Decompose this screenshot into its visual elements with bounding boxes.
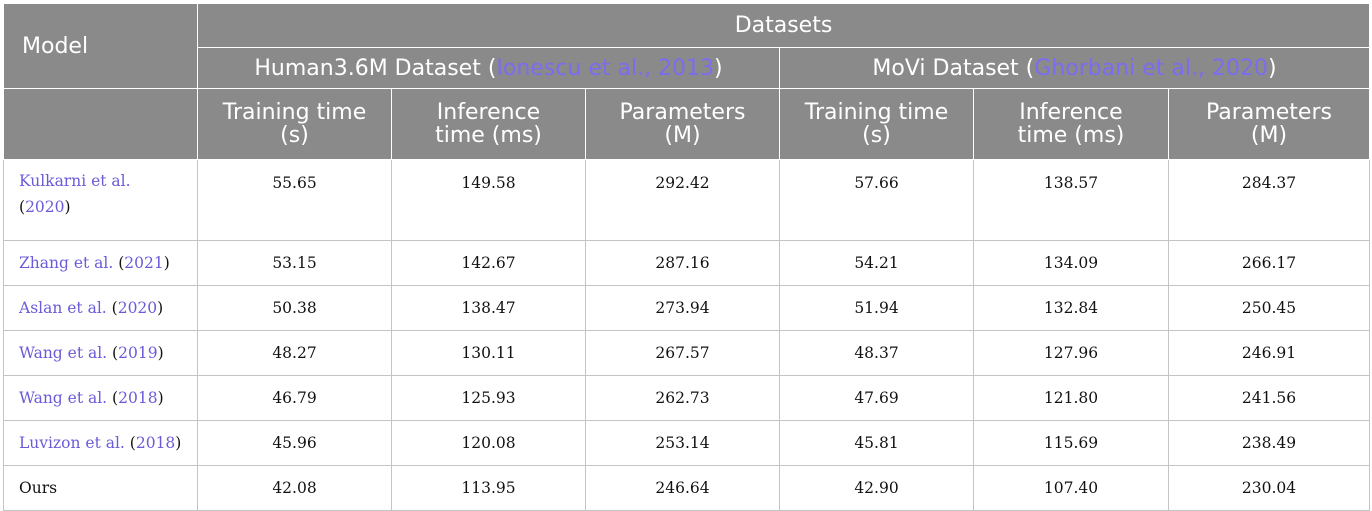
citation-author-link[interactable]: Luvizon et al. — [19, 434, 125, 452]
value-cell: 45.96 — [197, 420, 392, 466]
citation-year-link[interactable]: 2020 — [25, 198, 65, 216]
dataset-name: Human3.6M Dataset — [254, 55, 481, 81]
value-cell: 115.69 — [973, 420, 1169, 466]
model-cell: Ours — [3, 465, 198, 511]
value-cell: 142.67 — [391, 240, 586, 286]
model-header-spacer — [3, 88, 198, 160]
value-cell: 292.42 — [585, 159, 780, 241]
value-cell: 130.11 — [391, 330, 586, 376]
metric-header: Inference time (ms) — [391, 88, 586, 160]
table-row: Wang et al. (2018) 46.79 125.93 262.73 4… — [3, 375, 1370, 421]
value-cell: 55.65 — [197, 159, 392, 241]
dataset-name: MoVi Dataset — [872, 55, 1019, 81]
metric-header: Parameters (M) — [585, 88, 780, 160]
value-cell: 113.95 — [391, 465, 586, 511]
citation-year-link[interactable]: 2019 — [118, 344, 158, 362]
value-cell: 42.08 — [197, 465, 392, 511]
value-cell: 262.73 — [585, 375, 780, 421]
value-cell: 51.94 — [779, 285, 974, 331]
value-cell: 121.80 — [973, 375, 1169, 421]
value-cell: 120.08 — [391, 420, 586, 466]
value-cell: 138.57 — [973, 159, 1169, 241]
metric-header: Parameters (M) — [1168, 88, 1370, 160]
value-cell: 132.84 — [973, 285, 1169, 331]
value-cell: 253.14 — [585, 420, 780, 466]
value-cell: 42.90 — [779, 465, 974, 511]
metric-header: Inference time (ms) — [973, 88, 1169, 160]
metric-header: Training time (s) — [197, 88, 392, 160]
model-cell: Kulkarni et al. (2020) — [3, 159, 198, 241]
citation-author-link[interactable]: Aslan et al. — [19, 299, 107, 317]
value-cell: 267.57 — [585, 330, 780, 376]
table-figure: Model Datasets Human3.6M Dataset (Ionesc… — [3, 3, 1370, 511]
value-cell: 246.91 — [1168, 330, 1370, 376]
value-cell: 45.81 — [779, 420, 974, 466]
table-row: Wang et al. (2019) 48.27 130.11 267.57 4… — [3, 330, 1370, 376]
value-cell: 230.04 — [1168, 465, 1370, 511]
citation-author-link[interactable]: Zhang et al. — [19, 254, 114, 272]
value-cell: 53.15 — [197, 240, 392, 286]
table-row: Aslan et al. (2020) 50.38 138.47 273.94 … — [3, 285, 1370, 331]
value-cell: 107.40 — [973, 465, 1169, 511]
citation-author-link[interactable]: Wang et al. — [19, 389, 108, 407]
model-cell: Zhang et al. (2021) — [3, 240, 198, 286]
value-cell: 284.37 — [1168, 159, 1370, 241]
value-cell: 273.94 — [585, 285, 780, 331]
citation-year-link[interactable]: 2021 — [124, 254, 164, 272]
value-cell: 149.58 — [391, 159, 586, 241]
citation-year-link[interactable]: 2020 — [117, 299, 158, 317]
dataset-group-header: MoVi Dataset (Ghorbani et al., 2020) — [779, 47, 1370, 89]
citation-author-link[interactable]: Kulkarni et al. — [19, 172, 131, 190]
dataset-group-header: Human3.6M Dataset (Ionescu et al., 2013) — [197, 47, 780, 89]
table-row: Luvizon et al. (2018) 45.96 120.08 253.1… — [3, 420, 1370, 466]
results-table: Model Datasets Human3.6M Dataset (Ionesc… — [3, 3, 1370, 511]
model-cell: Wang et al. (2019) — [3, 330, 198, 376]
value-cell: 238.49 — [1168, 420, 1370, 466]
citation-year-link[interactable]: 2018 — [118, 389, 158, 407]
table-row: Kulkarni et al. (2020) 55.65 149.58 292.4… — [3, 159, 1370, 241]
value-cell: 47.69 — [779, 375, 974, 421]
model-cell: Luvizon et al. (2018) — [3, 420, 198, 466]
value-cell: 50.38 — [197, 285, 392, 331]
value-cell: 54.21 — [779, 240, 974, 286]
citation-year-link[interactable]: 2018 — [135, 434, 176, 452]
value-cell: 48.37 — [779, 330, 974, 376]
value-cell: 241.56 — [1168, 375, 1370, 421]
table-row: Zhang et al. (2021) 53.15 142.67 287.16 … — [3, 240, 1370, 286]
value-cell: 134.09 — [973, 240, 1169, 286]
citation-author-link[interactable]: Wang et al. — [19, 344, 108, 362]
value-cell: 287.16 — [585, 240, 780, 286]
model-cell: Aslan et al. (2020) — [3, 285, 198, 331]
value-cell: 127.96 — [973, 330, 1169, 376]
value-cell: 266.17 — [1168, 240, 1370, 286]
table-row: Ours 42.08 113.95 246.64 42.90 107.40 23… — [3, 465, 1370, 511]
dataset-citation-link[interactable]: Ionescu et al., 2013 — [496, 55, 715, 81]
value-cell: 48.27 — [197, 330, 392, 376]
value-cell: 246.64 — [585, 465, 780, 511]
value-cell: 46.79 — [197, 375, 392, 421]
model-column-header: Model — [3, 3, 198, 89]
datasets-header: Datasets — [197, 3, 1370, 48]
model-cell: Wang et al. (2018) — [3, 375, 198, 421]
metric-header: Training time (s) — [779, 88, 974, 160]
dataset-citation-link[interactable]: Ghorbani et al., 2020 — [1034, 55, 1268, 81]
value-cell: 250.45 — [1168, 285, 1370, 331]
value-cell: 138.47 — [391, 285, 586, 331]
value-cell: 125.93 — [391, 375, 586, 421]
value-cell: 57.66 — [779, 159, 974, 241]
